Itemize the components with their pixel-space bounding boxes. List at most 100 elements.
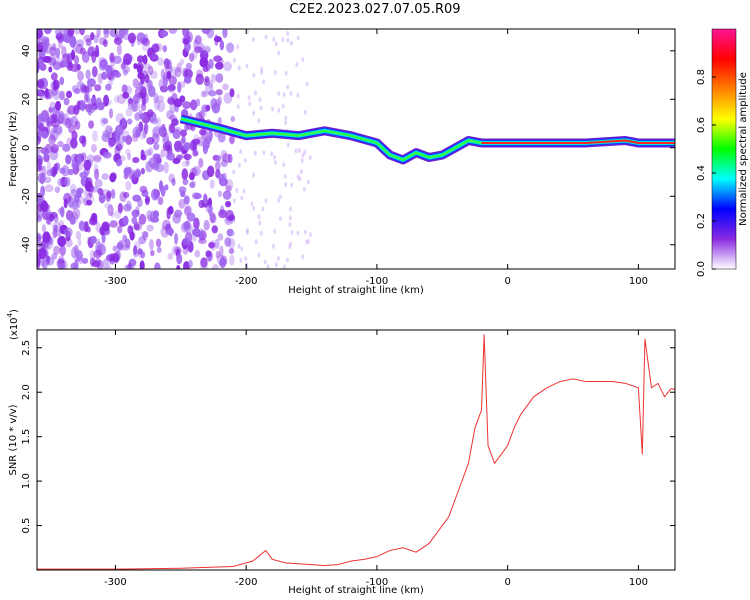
spectrogram-noise-blob (37, 61, 40, 70)
spectrogram-noise-blob (272, 36, 276, 42)
spectrogram-noise-blob (166, 207, 171, 220)
spectrogram-noise-blob (101, 173, 109, 181)
spectrogram-noise-blob (219, 40, 225, 51)
spectrogram-noise-blob (78, 220, 85, 231)
spectrogram-noise-blob (111, 253, 120, 263)
spectrogram-noise-blob (53, 230, 62, 237)
spectrogram-noise-blob (242, 188, 246, 194)
spectrogram-noise-blob (240, 246, 244, 252)
spectrogram-noise-blob (225, 200, 232, 208)
spectrogram-noise-blob (182, 38, 190, 45)
spectrogram-noise-blob (63, 192, 72, 204)
spectrogram-noise-blob (104, 83, 112, 91)
spectrogram-noise-blob (160, 148, 166, 158)
spectrogram-noise-blob (166, 110, 175, 120)
spectrogram-noise-blob (217, 96, 223, 106)
spectrogram-noise-blob (136, 55, 145, 63)
spectrogram-noise-blob (300, 157, 304, 163)
spectrogram-noise-blob (42, 111, 49, 123)
spectrogram-noise-blob (198, 157, 204, 168)
spectrogram-noise-blob (122, 203, 132, 212)
spectrogram-noise-blob (108, 126, 114, 134)
spectrogram-noise-blob (202, 90, 209, 97)
spectrogram-noise-blob (43, 153, 50, 163)
spectrogram-noise-blob (62, 53, 71, 63)
spectrogram-noise-blob (142, 231, 148, 241)
spectrogram-noise-blob (50, 143, 59, 154)
spectrogram-noise-blob (76, 153, 85, 163)
spectrogram-noise-blob (83, 159, 92, 171)
spectrogram-noise-blob (138, 213, 147, 225)
spectrogram-noise-blob (77, 70, 84, 82)
spectrogram-noise-blob (200, 90, 207, 98)
spectrogram-noise-blob (283, 264, 287, 269)
snr-y-tick-label: 0.5 (21, 518, 32, 534)
spectrogram-noise-blob (258, 220, 262, 226)
spectrogram-noise-blob (198, 228, 205, 237)
spectrogram-noise-blob (212, 264, 219, 269)
spectrogram-noise-blob (144, 149, 152, 157)
spectrogram-noise-blob (303, 109, 307, 115)
snr-y-label: SNR (10 * v/v) (8, 404, 19, 475)
spectrogram-noise-blob (95, 97, 102, 107)
spectrogram-noise-blob (132, 78, 139, 89)
spectrogram-noise-blob (215, 88, 223, 96)
spectrogram-noise-blob (288, 215, 292, 221)
spectrogram-noise-blob (98, 60, 107, 71)
spectrogram-noise-blob (95, 257, 101, 268)
spectrogram-noise-blob (208, 129, 213, 142)
spectrogram-noise-blob (147, 147, 154, 156)
spectrogram-noise-blob (294, 148, 298, 154)
spectrogram-noise-blob (151, 53, 159, 60)
spectrogram-noise-blob (52, 89, 61, 101)
spectrogram-noise-blob (228, 214, 236, 221)
spectrogram-x-tick-label: -200 (235, 276, 258, 287)
spectrogram-plot-area (37, 29, 675, 269)
spectrogram-noise-blob (74, 29, 81, 35)
snr-multiplier-exponent: 4 (6, 312, 14, 317)
spectrogram-noise-blob (57, 110, 65, 123)
spectrogram-noise-blob (135, 128, 141, 138)
spectrogram-noise-blob (183, 76, 192, 84)
spectrogram-noise-blob (66, 137, 74, 145)
snr-x-tick-label: -300 (104, 577, 127, 588)
spectrogram-noise-blob (64, 117, 72, 129)
spectrogram-noise-blob (203, 219, 210, 231)
spectrogram-noise-blob (67, 29, 75, 37)
spectrogram-noise-blob (303, 229, 307, 235)
spectrogram-noise-blob (245, 229, 249, 235)
spectrogram-noise-blob (260, 69, 264, 75)
spectrogram-noise-blob (247, 95, 251, 101)
spectrogram-noise-blob (214, 34, 219, 46)
spectrogram-noise-blob (237, 65, 241, 71)
spectrogram-noise-blob (71, 246, 78, 259)
spectrogram-noise-blob (125, 180, 132, 191)
spectrogram-noise-blob (114, 124, 124, 136)
spectrogram-noise-blob (289, 206, 293, 212)
spectrogram-noise-blob (167, 97, 176, 105)
spectrogram-noise-blob (91, 66, 98, 78)
spectrogram-noise-blob (167, 96, 174, 104)
spectrogram-noise-blob (133, 245, 138, 256)
spectrogram-noise-blob (181, 151, 188, 159)
spectrogram-noise-blob (274, 41, 278, 47)
spectrogram-noise-blob (118, 29, 125, 39)
spectrogram-noise-blob (88, 120, 94, 129)
spectrogram-noise-blob (58, 220, 65, 228)
spectrogram-noise-blob (202, 138, 210, 150)
snr-multiplier: (x104) (6, 309, 20, 340)
spectrogram-noise-blob (40, 147, 49, 155)
colorbar-tick-label: 0.8 (696, 69, 707, 85)
spectrogram-noise-blob (86, 226, 91, 233)
spectrogram-noise-blob (205, 104, 211, 112)
spectrogram-noise-blob (258, 97, 262, 103)
spectrogram-noise-blob (252, 110, 256, 116)
snr-frame (36, 329, 676, 571)
spectrogram-noise-blob (284, 115, 288, 121)
spectrogram-noise-blob (51, 167, 56, 178)
snr-multiplier-base: (x10 (9, 317, 20, 340)
spectrogram-noise-blob (257, 252, 261, 258)
spectrogram-y-tick-label: 20 (21, 93, 32, 106)
spectrogram-noise-blob (70, 138, 78, 149)
spectrogram-noise-blob (108, 108, 114, 119)
